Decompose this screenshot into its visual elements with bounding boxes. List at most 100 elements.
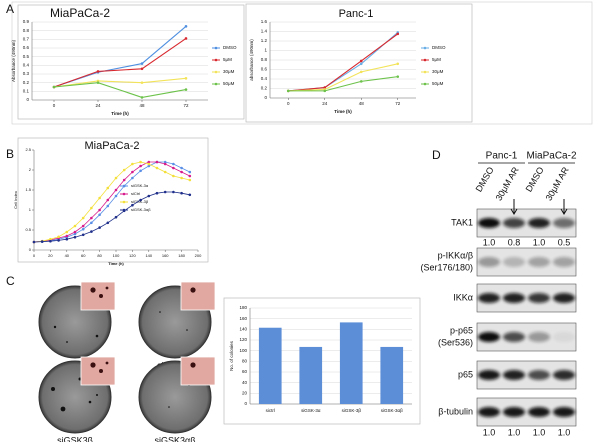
x-tick-label: 48	[139, 103, 145, 108]
blot-band	[503, 370, 525, 380]
data-point	[172, 190, 175, 194]
panel-label: A	[6, 2, 14, 16]
data-point	[106, 198, 110, 202]
y-tick-label: 160	[239, 316, 247, 321]
blot-band	[528, 332, 550, 342]
data-point	[73, 230, 77, 234]
y-tick-label: 20	[242, 391, 248, 396]
y-tick-label: 0.5	[23, 54, 30, 59]
data-point	[172, 174, 175, 178]
y-tick-label: 0.2	[23, 80, 30, 85]
colony-inset-spot	[190, 362, 196, 368]
series-line	[53, 38, 187, 88]
y-tick-label: 0.3	[23, 71, 30, 76]
colony-inset-spot	[90, 287, 96, 293]
blot-band	[503, 332, 525, 342]
data-point	[188, 193, 192, 197]
band-ratio: 1.0	[508, 427, 521, 437]
blot-band	[478, 293, 500, 303]
data-point	[114, 215, 118, 219]
x-tick-label: siGSK-3β	[342, 408, 362, 413]
legend-label: 30μM	[223, 69, 235, 74]
row-label: p-p65	[450, 325, 473, 335]
legend-marker	[122, 200, 126, 204]
data-point	[65, 234, 69, 238]
band-ratio: 1.0	[483, 427, 496, 437]
blot-band	[503, 407, 525, 417]
y-tick-label: 0.6	[23, 45, 30, 50]
blot-band	[478, 332, 500, 342]
legend-marker	[214, 46, 218, 50]
x-tick-label: 120	[129, 253, 136, 258]
data-point	[49, 239, 52, 243]
lane-label: 30μM AR	[544, 165, 572, 203]
x-tick-label: 100	[113, 253, 120, 258]
row-label: p-IKKα/β	[438, 250, 473, 260]
colony-inset	[180, 356, 216, 386]
data-point	[73, 232, 77, 236]
data-point	[140, 81, 144, 84]
row-label: β-tubulin	[438, 406, 473, 416]
data-point	[172, 162, 175, 166]
blot-band	[503, 293, 525, 303]
y-tick-label: 0.4	[23, 63, 30, 68]
data-point	[96, 81, 100, 84]
data-point	[184, 25, 188, 28]
blot-band	[503, 257, 525, 267]
colony-label: siGSK3β	[57, 435, 93, 442]
data-point	[155, 160, 159, 164]
data-point	[359, 80, 363, 83]
data-point	[90, 216, 93, 220]
group-label: MiaPaCa-2	[526, 151, 576, 162]
data-point	[106, 221, 110, 225]
x-tick-label: 24	[322, 101, 328, 106]
data-point	[57, 235, 60, 239]
arrow	[510, 199, 518, 215]
data-point	[188, 170, 192, 174]
legend-marker	[214, 70, 218, 74]
data-point	[73, 224, 77, 228]
data-point	[180, 176, 183, 180]
data-point	[140, 96, 144, 99]
y-tick-label: 180	[239, 305, 247, 310]
legend-marker	[423, 58, 427, 62]
x-tick-label: 180	[178, 253, 185, 258]
colony	[88, 400, 92, 404]
data-point	[98, 196, 101, 200]
series-line	[33, 161, 190, 243]
legend-label: 5μM	[432, 57, 441, 62]
colony-inset	[180, 281, 216, 311]
panel-label: B	[6, 147, 14, 161]
legend-marker	[214, 58, 218, 62]
bar	[299, 346, 323, 404]
y-axis-label: Absorbance (490nm)	[11, 39, 16, 82]
blot-band	[553, 218, 575, 228]
legend-marker	[214, 82, 218, 86]
data-point	[188, 178, 192, 182]
data-point	[98, 208, 101, 212]
data-point	[286, 89, 290, 93]
row-label: IKKα	[453, 292, 473, 302]
data-point	[96, 70, 100, 73]
data-point	[396, 32, 400, 36]
series-line	[33, 191, 190, 243]
data-point	[65, 237, 69, 241]
colony	[159, 311, 161, 313]
legend-label: 50μM	[223, 81, 235, 86]
blot-band	[553, 257, 575, 267]
y-tick-label: 1.6	[261, 19, 268, 24]
data-point	[114, 194, 118, 198]
panel-label: D	[432, 148, 441, 162]
data-point	[98, 213, 101, 217]
data-point	[131, 176, 134, 180]
colony	[168, 406, 170, 408]
blot-band	[528, 407, 550, 417]
x-tick-label: 80	[97, 253, 102, 258]
x-tick-label: 40	[65, 253, 70, 258]
colony-inset-spot	[190, 287, 196, 293]
series-line	[288, 33, 399, 92]
data-point	[172, 166, 175, 170]
x-tick-label: 72	[395, 101, 401, 106]
y-tick-label: 0	[29, 247, 32, 252]
data-point	[323, 86, 327, 89]
